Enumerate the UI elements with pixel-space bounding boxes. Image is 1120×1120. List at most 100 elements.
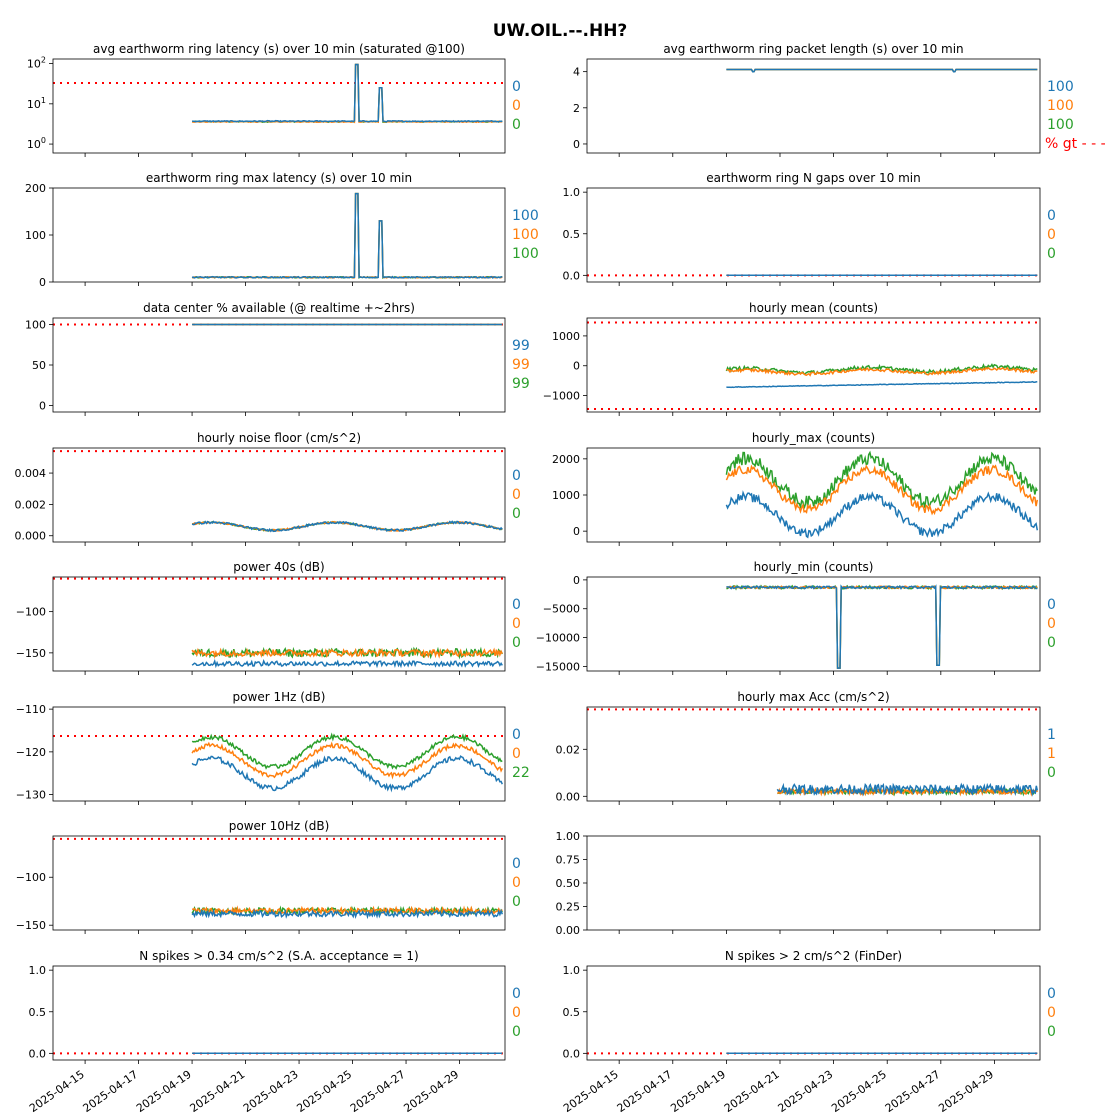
right-status-label: 99 [512,376,530,392]
panel-p6: hourly noise floor (cm/s^2) 0.000 0.002 0.0… [15,431,521,546]
y-tick-label: −110 [16,703,46,716]
right-status-label: 22 [512,765,530,781]
axes-frame [586,835,1041,931]
y-tick-label: 0.5 [563,228,581,241]
x-tick-label: 2025-04-27 [883,1068,943,1115]
axes-frame [52,965,506,1061]
y-tick-label: −15000 [536,660,580,673]
series-line-1 [192,63,503,124]
series-line-0 [726,68,1038,73]
right-status-label: 0 [512,894,521,910]
y-tick-label: 0.75 [556,854,581,867]
right-status-label: 0 [512,487,521,503]
y-tick-label: 0.00 [556,924,581,937]
series-line-1 [192,192,503,279]
panel-title: hourly_max (counts) [752,431,875,445]
series-line-2 [191,646,503,660]
axes-frame [586,317,1041,413]
series-line-0 [191,658,503,669]
y-tick-label: 1.0 [29,964,47,977]
y-tick-label: −5000 [543,603,580,616]
y-tick-label: −150 [16,919,46,932]
right-status-label: 1 [1047,746,1056,762]
panel-title: hourly noise floor (cm/s^2) [197,431,361,445]
panel-p2: earthworm ring max latency (s) over 10 m… [25,171,539,289]
y-tick-label: 0.004 [15,467,47,480]
y-tick-label: 1000 [552,330,580,343]
y-tick-label: 100 [27,136,46,151]
y-tick-label: 50 [32,359,46,372]
y-tick-label: 2000 [552,453,580,466]
x-tick-label: 2025-04-29 [936,1068,996,1115]
panel-title: data center % available (@ realtime +~2h… [143,301,415,315]
y-tick-label: 0 [39,400,46,413]
panel-title: earthworm ring max latency (s) over 10 m… [146,171,412,185]
x-tick-label: 2025-04-29 [401,1068,461,1115]
right-status-label: 0 [512,506,521,522]
axes-frame [586,576,1041,672]
series-line-0 [776,782,1039,797]
axes-frame [586,187,1041,283]
gt-legend-label: % gt - - - [1045,136,1106,152]
right-status-label: 0 [1047,635,1056,651]
y-tick-label: 0.000 [15,530,47,543]
panel-p12: power 10Hz (dB) −100 −150 0 0 0 [16,819,521,934]
y-tick-label: −100 [16,871,46,884]
panel-p10: power 1Hz (dB) −110 −120 −130 0 0 22 [16,690,530,805]
x-tick-label: 2025-04-25 [294,1068,354,1115]
series-line-2 [191,63,503,124]
y-tick-label: −1000 [543,390,580,403]
series-line-1 [191,741,503,780]
right-status-label: 0 [1047,1005,1056,1021]
y-tick-label: 0.002 [15,498,47,511]
panel-p3: earthworm ring N gaps over 10 min 0.0 0.5 1… [563,171,1056,286]
series-line-0 [191,192,503,279]
x-tick-label: 2025-04-19 [668,1068,728,1115]
right-status-label: 0 [512,117,521,133]
y-tick-label: −100 [16,606,46,619]
y-tick-label: 100 [25,229,46,242]
panel-title: hourly max Acc (cm/s^2) [737,690,889,704]
right-status-label: 100 [1047,98,1074,114]
right-status-label: 0 [512,1024,521,1040]
series-line-1 [726,366,1038,377]
panel-title: hourly mean (counts) [749,301,878,315]
y-tick-label: 102 [27,56,46,71]
y-tick-label: 2 [573,102,580,115]
y-tick-label: 0.0 [563,269,581,282]
panel-p4: data center % available (@ realtime +~2h… [25,301,530,416]
panels-group: avg earthworm ring latency (s) over 10 m… [15,42,1106,1115]
axes-frame [52,835,506,931]
y-tick-label: −10000 [536,632,580,645]
right-status-label: 100 [512,208,539,224]
panel-p7: hourly_max (counts) 0 1000 2000 [552,431,1041,546]
right-status-label: 0 [1047,227,1056,243]
axes-frame [52,58,506,154]
x-tick-label: 2025-04-17 [80,1068,140,1115]
x-tick-label: 2025-04-19 [134,1068,194,1115]
panel-p0: avg earthworm ring latency (s) over 10 m… [27,42,521,157]
axes-frame [52,447,506,543]
series-line-1 [725,464,1039,516]
y-tick-label: 0.02 [556,743,581,756]
y-tick-label: 1.0 [563,964,581,977]
x-tick-label: 2025-04-21 [722,1068,782,1115]
y-tick-label: −150 [16,647,46,660]
right-status-label: 99 [512,338,530,354]
right-status-label: 99 [512,357,530,373]
x-tick-label: 2025-04-23 [241,1068,301,1115]
right-status-label: 1 [1047,727,1056,743]
panel-title: power 1Hz (dB) [233,690,326,704]
y-tick-label: 0.25 [556,901,581,914]
right-status-label: 0 [512,875,521,891]
right-status-label: 0 [1047,597,1056,613]
right-status-label: 0 [1047,765,1056,781]
right-status-label: 0 [512,468,521,484]
panel-title: power 10Hz (dB) [229,819,330,833]
panel-p1: avg earthworm ring packet length (s) ove… [573,42,1106,157]
series-line-2 [726,584,1038,669]
x-tick-label: 2025-04-15 [27,1068,87,1115]
right-status-label: 0 [1047,246,1056,262]
axes-frame [52,576,506,672]
